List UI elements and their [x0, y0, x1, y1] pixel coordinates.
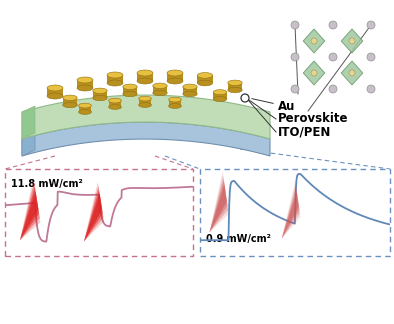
Polygon shape: [20, 187, 39, 240]
Polygon shape: [210, 180, 227, 232]
Polygon shape: [78, 106, 91, 112]
FancyBboxPatch shape: [5, 169, 193, 256]
Ellipse shape: [63, 95, 77, 100]
Circle shape: [349, 38, 355, 44]
Polygon shape: [47, 88, 63, 96]
Polygon shape: [169, 99, 181, 106]
Ellipse shape: [197, 80, 213, 86]
Polygon shape: [210, 171, 229, 232]
Ellipse shape: [107, 72, 123, 78]
Polygon shape: [303, 61, 325, 85]
Polygon shape: [84, 190, 103, 241]
Polygon shape: [139, 98, 151, 105]
Polygon shape: [303, 29, 325, 53]
Polygon shape: [341, 29, 363, 53]
Ellipse shape: [228, 80, 242, 86]
Ellipse shape: [78, 103, 91, 108]
Circle shape: [349, 70, 355, 76]
Ellipse shape: [139, 103, 151, 107]
Circle shape: [311, 70, 317, 76]
Polygon shape: [341, 61, 363, 85]
Ellipse shape: [183, 91, 197, 97]
Polygon shape: [22, 95, 270, 139]
Ellipse shape: [139, 96, 151, 101]
Ellipse shape: [123, 84, 137, 89]
Ellipse shape: [137, 78, 153, 84]
Circle shape: [367, 21, 375, 29]
Polygon shape: [63, 98, 77, 105]
Ellipse shape: [228, 87, 242, 93]
Polygon shape: [22, 133, 35, 156]
Polygon shape: [22, 122, 270, 156]
Circle shape: [291, 21, 299, 29]
Circle shape: [291, 53, 299, 61]
Ellipse shape: [107, 80, 123, 86]
Ellipse shape: [47, 93, 63, 99]
Ellipse shape: [109, 105, 121, 110]
Ellipse shape: [93, 95, 107, 101]
Polygon shape: [84, 186, 103, 241]
Polygon shape: [213, 92, 227, 99]
Polygon shape: [210, 184, 227, 232]
Polygon shape: [123, 87, 137, 94]
Ellipse shape: [213, 97, 227, 101]
Polygon shape: [107, 75, 123, 83]
Ellipse shape: [78, 110, 91, 114]
Polygon shape: [282, 192, 299, 238]
Text: 0.9 mW/cm²: 0.9 mW/cm²: [206, 234, 271, 244]
Polygon shape: [93, 91, 107, 98]
Polygon shape: [84, 182, 104, 241]
Ellipse shape: [123, 91, 137, 97]
Ellipse shape: [77, 85, 93, 91]
Text: Au: Au: [278, 99, 296, 112]
Polygon shape: [153, 86, 167, 93]
Circle shape: [367, 85, 375, 93]
Circle shape: [367, 53, 375, 61]
Polygon shape: [109, 100, 121, 107]
FancyBboxPatch shape: [200, 169, 390, 256]
Text: ITO/PEN: ITO/PEN: [278, 125, 331, 138]
Ellipse shape: [137, 70, 153, 76]
Polygon shape: [183, 87, 197, 94]
Ellipse shape: [197, 73, 213, 78]
Polygon shape: [167, 73, 183, 81]
Ellipse shape: [213, 90, 227, 95]
Ellipse shape: [183, 84, 197, 89]
Polygon shape: [210, 176, 228, 232]
Ellipse shape: [63, 102, 77, 108]
Polygon shape: [77, 80, 93, 88]
Circle shape: [329, 21, 337, 29]
Ellipse shape: [153, 90, 167, 96]
Polygon shape: [84, 194, 102, 241]
Text: 11.8 mW/cm²: 11.8 mW/cm²: [11, 179, 83, 189]
Ellipse shape: [109, 98, 121, 103]
Polygon shape: [22, 106, 35, 139]
Polygon shape: [197, 75, 213, 83]
Polygon shape: [282, 184, 300, 238]
Polygon shape: [282, 188, 299, 238]
Polygon shape: [228, 83, 242, 90]
Polygon shape: [137, 73, 153, 81]
Ellipse shape: [169, 104, 181, 109]
Ellipse shape: [47, 85, 63, 91]
Ellipse shape: [167, 78, 183, 84]
Ellipse shape: [167, 70, 183, 76]
Circle shape: [291, 85, 299, 93]
Text: Perovskite: Perovskite: [278, 112, 349, 125]
Polygon shape: [20, 178, 41, 240]
Circle shape: [329, 85, 337, 93]
Polygon shape: [20, 182, 40, 240]
Ellipse shape: [93, 88, 107, 94]
Ellipse shape: [77, 77, 93, 83]
Polygon shape: [282, 181, 301, 238]
Ellipse shape: [169, 97, 181, 102]
Polygon shape: [20, 191, 38, 240]
Ellipse shape: [153, 83, 167, 88]
Circle shape: [329, 53, 337, 61]
Circle shape: [311, 38, 317, 44]
